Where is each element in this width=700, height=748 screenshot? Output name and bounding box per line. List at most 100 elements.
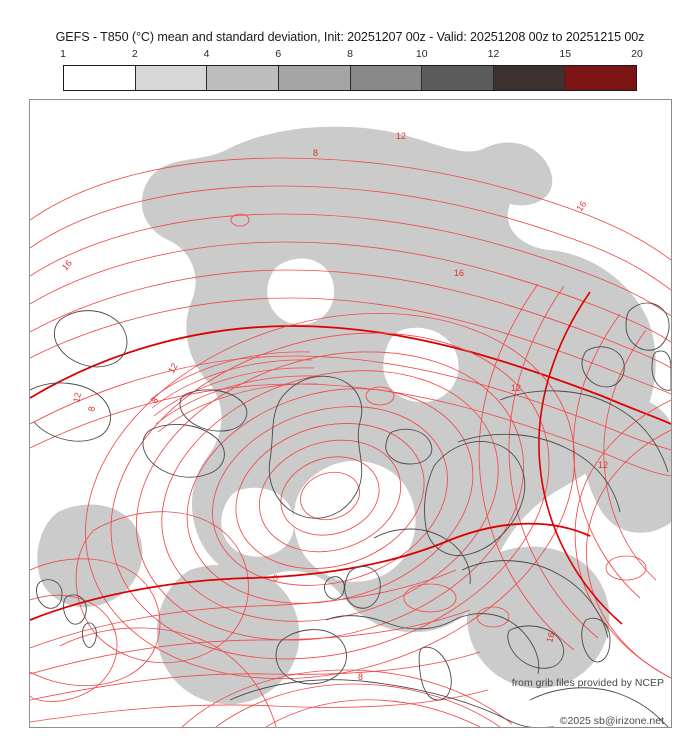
attribution-copyright: ©2025 sb@irizone.net <box>559 715 664 727</box>
colorbar-tick: 10 <box>415 48 428 60</box>
colorbar-swatches <box>63 65 637 91</box>
map-canvas[interactable]: 12 8 16 16 16 12 8 12 8 12 12 0 8 16 <box>30 100 671 727</box>
coastline <box>529 687 669 727</box>
coastline <box>581 346 625 388</box>
contour-line <box>280 456 380 536</box>
colorbar-tick: 6 <box>275 48 282 60</box>
contour-line <box>215 683 501 727</box>
page-title: GEFS - T850 (°C) mean and standard devia… <box>55 30 645 44</box>
coastline <box>36 579 63 609</box>
colorbar-tick: 1 <box>60 48 66 60</box>
contour-line <box>508 285 599 639</box>
coastline <box>344 566 381 609</box>
contour-line <box>30 157 671 261</box>
coastline <box>275 629 347 685</box>
contour-line <box>30 689 489 723</box>
contour-line <box>149 351 311 401</box>
contour-line <box>265 699 481 727</box>
contour-line <box>85 312 575 680</box>
contour-line <box>586 429 671 679</box>
colorbar-segment <box>565 66 636 90</box>
contour-line <box>153 367 315 417</box>
coastline-layer <box>30 302 671 727</box>
contour-line-zero <box>30 522 591 621</box>
map-panel[interactable]: 12 8 16 16 16 12 8 12 8 12 12 0 8 16 <box>29 99 672 728</box>
coastline <box>30 382 111 442</box>
contour-label: 8 <box>86 405 97 412</box>
contour-label: 12 <box>598 460 608 470</box>
contour-line <box>75 511 249 664</box>
contour-label: 0 <box>273 573 278 583</box>
colorbar-segment <box>64 66 136 90</box>
stddev-hole <box>221 487 295 557</box>
colorbar-tick: 4 <box>203 48 210 60</box>
contour-line <box>30 269 671 369</box>
colorbar-segment <box>350 66 423 90</box>
colorbar-tick: 2 <box>131 48 138 60</box>
contour-line <box>212 406 448 586</box>
contour-line <box>478 283 575 651</box>
contour-label-layer: 12 8 16 16 16 12 8 12 8 12 12 0 8 16 <box>60 131 608 682</box>
stddev-region <box>581 394 671 533</box>
contour-line <box>235 422 425 570</box>
colorbar-tick-labels: 1 2 4 6 8 10 12 15 20 <box>60 48 643 63</box>
coastline <box>53 310 128 368</box>
coastline <box>418 646 452 701</box>
contour-line <box>30 213 671 317</box>
contour-label: 16 <box>454 268 464 278</box>
contour-line <box>110 332 550 660</box>
colorbar-legend: 1 2 4 6 8 10 12 15 20 <box>60 48 643 91</box>
contour-label: 16 <box>60 258 74 272</box>
contour-line <box>30 241 671 343</box>
contour-line <box>230 213 250 227</box>
contour-line <box>258 439 402 553</box>
coastline <box>179 389 248 432</box>
coastline <box>268 375 363 519</box>
stddev-region <box>466 546 610 689</box>
contour-label: 12 <box>511 383 521 393</box>
contour-label: 16 <box>544 631 556 643</box>
colorbar-segment <box>207 66 279 90</box>
contour-label: 16 <box>574 199 588 213</box>
colorbar-tick: 20 <box>631 48 643 60</box>
colorbar-segment <box>135 66 208 90</box>
contour-label: 8 <box>149 396 160 405</box>
stddev-region <box>156 564 300 705</box>
contour-line <box>30 569 457 649</box>
coastline <box>63 594 87 625</box>
coastline <box>651 350 671 391</box>
contour-line-zero <box>538 291 623 625</box>
coastline <box>82 622 97 648</box>
contour-line <box>365 386 395 406</box>
attribution-source: from grib files provided by NCEP <box>511 677 664 689</box>
contour-line <box>30 594 118 702</box>
stddev-region <box>37 504 143 608</box>
coastline <box>507 625 564 669</box>
contour-label: 8 <box>313 148 318 158</box>
contour-line <box>30 558 161 686</box>
contour-line <box>476 606 510 628</box>
coastline <box>229 679 554 727</box>
contour-line <box>605 555 647 581</box>
contour-line <box>573 313 641 599</box>
contour-line <box>181 669 513 727</box>
coastline <box>499 390 669 473</box>
contour-label: 8 <box>358 672 363 682</box>
colorbar-segment <box>493 66 566 90</box>
contour-line <box>135 351 525 641</box>
colorbar-segment <box>422 66 494 90</box>
contour-line <box>30 609 471 675</box>
contour-line <box>30 651 481 701</box>
contour-label: 12 <box>71 392 83 404</box>
colorbar-tick: 8 <box>347 48 353 60</box>
coastline <box>373 528 471 585</box>
contour-line <box>59 627 277 727</box>
coastline <box>142 424 225 478</box>
colorbar-segment <box>278 66 351 90</box>
contour-line <box>30 355 671 451</box>
contour-label: 12 <box>396 131 406 141</box>
coastline <box>457 433 621 513</box>
contour-line <box>574 399 671 679</box>
contour-line <box>151 359 313 409</box>
